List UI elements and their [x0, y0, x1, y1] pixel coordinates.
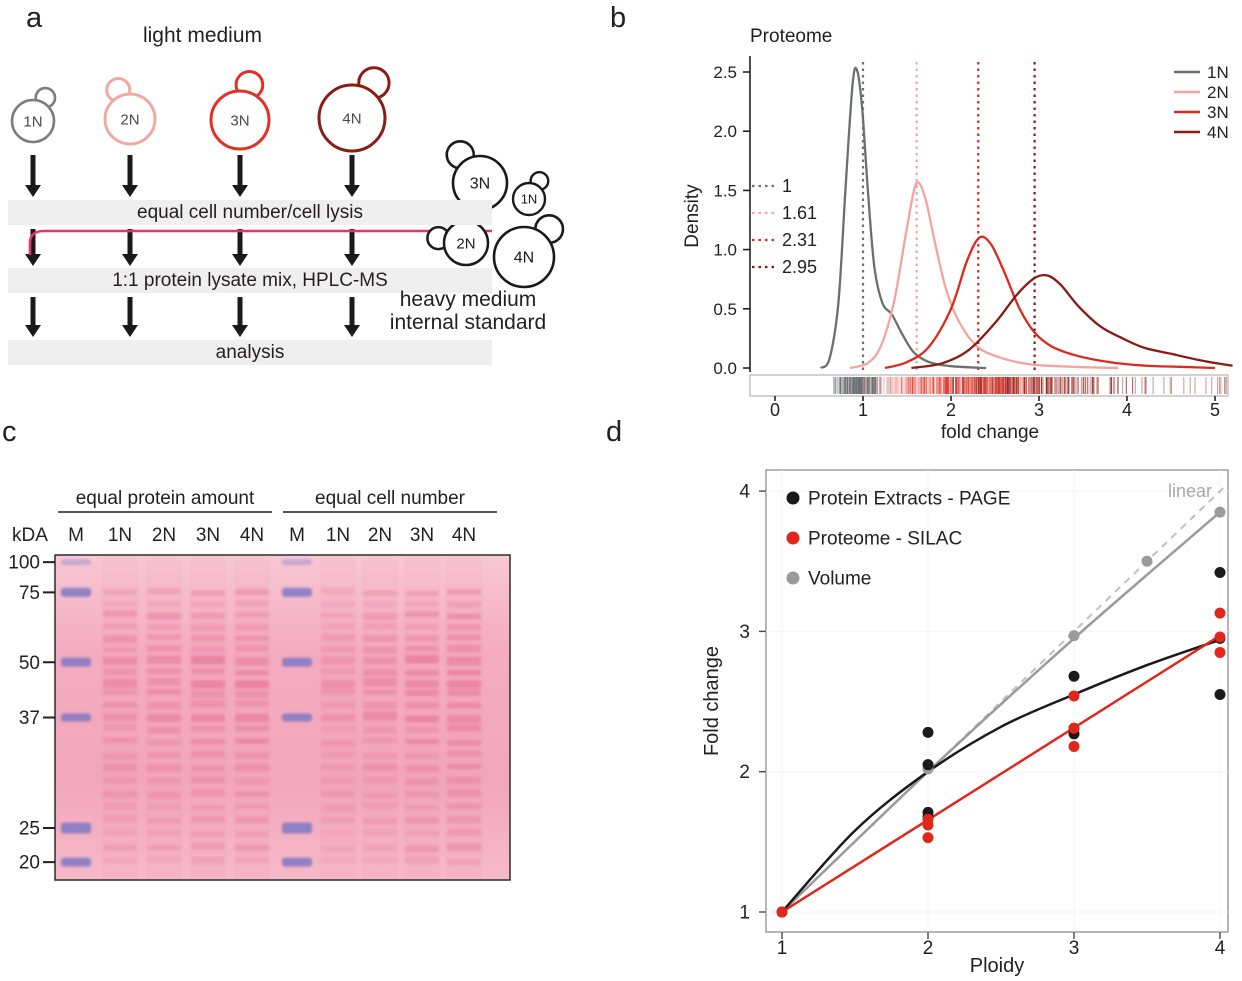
- x-tick: 2: [946, 400, 956, 420]
- marker-label-25: 25: [19, 819, 40, 840]
- panel-b-label: b: [610, 2, 627, 34]
- rug-ticks: [833, 377, 1227, 394]
- linear-annotation: linear: [1168, 481, 1212, 501]
- panel-c-gel: equal protein amount equal cell number M 1N…: [0, 470, 570, 900]
- x-tick: 3: [1034, 400, 1044, 420]
- x-tick: 4: [1215, 938, 1226, 959]
- cell-label-1N: 1N: [521, 192, 538, 207]
- lane-label-6: 1N: [326, 525, 350, 546]
- plot-panel: [765, 469, 1229, 933]
- lane-label-5: M: [289, 525, 305, 546]
- cell-label-3N: 3N: [230, 112, 249, 129]
- kda-label: kDA: [12, 525, 48, 546]
- x-tick: 1: [777, 938, 788, 959]
- scatter-chart-svg: 1 2 3 4 1 2 3 4 Fold change Ploidy linear Protein E…: [701, 469, 1229, 977]
- panel-d-scatter-chart: 1 2 3 4 1 2 3 4 Fold change Ploidy linear Protein E…: [600, 418, 1242, 981]
- marker-label-100: 100: [8, 553, 40, 574]
- fit-curve-Protein Extracts - PAGE: [781, 638, 1221, 913]
- lane-label-8: 3N: [410, 525, 434, 546]
- marker-label-37: 37: [19, 708, 40, 729]
- gel-bands: [61, 559, 481, 867]
- x-tick: 0: [770, 400, 780, 420]
- lane-label-4: 4N: [240, 525, 264, 546]
- marker-label-20: 20: [19, 853, 40, 874]
- marker-label-75: 75: [19, 583, 40, 604]
- rug-strip: [749, 374, 1229, 397]
- group-title-equal-protein: equal protein amount: [76, 488, 255, 509]
- panel-c-label: c: [2, 416, 17, 448]
- light-medium-title: light medium: [142, 24, 263, 47]
- points-Proteome - SILAC: [776, 607, 1226, 918]
- legend-label-Volume: Volume: [808, 569, 871, 590]
- step-analysis: analysis: [8, 340, 492, 365]
- vline-legend-value: 1.61: [782, 203, 817, 223]
- legend-label-2N: 2N: [1207, 83, 1229, 102]
- step-lysate-mix: 1:1 protein lysate mix, HPLC-MS: [8, 268, 492, 293]
- legend-label-4N: 4N: [1207, 123, 1229, 142]
- heavy-medium-caption-line1: heavy medium: [399, 288, 537, 311]
- x-tick: 4: [1122, 400, 1132, 420]
- cell-label-4N: 4N: [342, 110, 361, 127]
- density-curve-3N: [884, 235, 1216, 370]
- lane-label-3: 3N: [196, 525, 220, 546]
- vline-legend-value: 1: [782, 176, 792, 196]
- fit-curve-Proteome - SILAC: [781, 634, 1221, 914]
- y-tick: 0.0: [713, 359, 737, 378]
- fold-change-axis-label: Fold change: [701, 646, 723, 756]
- lane-label-0: M: [68, 525, 84, 546]
- heavy-standard-mix-line: [28, 229, 492, 255]
- ploidy-axis-label: Ploidy: [970, 955, 1024, 977]
- fold-change-axis-label: fold change: [941, 422, 1039, 443]
- vline-legend-value: 2.31: [782, 230, 817, 250]
- heavy-medium-caption-line2: internal standard: [389, 311, 547, 334]
- cell-label-2N: 2N: [456, 235, 475, 252]
- lane-label-7: 2N: [368, 525, 392, 546]
- y-tick: 2.0: [713, 122, 737, 141]
- panel-d-label: d: [606, 416, 623, 448]
- density-curve-4N: [911, 273, 1233, 370]
- marker-label-50: 50: [19, 653, 40, 674]
- y-tick: 0.5: [713, 300, 737, 319]
- legend-label-1N: 1N: [1207, 63, 1229, 82]
- cell-label-4N: 4N: [514, 250, 534, 267]
- x-tick: 1: [858, 400, 868, 420]
- lane-label-2: 2N: [152, 525, 176, 546]
- panel-b-density-chart: Proteome Density 0.0 0.5 1.0 1.5 2.0 2.5 0 1 2 3 4 5 f…: [600, 0, 1242, 445]
- x-tick: 2: [923, 938, 934, 959]
- density-axis-label: Density: [682, 184, 703, 248]
- step-cell-lysis: equal cell number/cell lysis: [8, 200, 492, 225]
- y-tick: 2.5: [713, 63, 737, 82]
- panel-a-workflow: 1N 2N 3N 4N 3N 1N 2N 4N light medium equal cell…: [0, 0, 600, 445]
- density-curve-1N: [819, 66, 987, 370]
- x-tick: 3: [1069, 938, 1080, 959]
- y-tick: 1.5: [713, 181, 737, 200]
- y-tick: 1: [739, 903, 750, 924]
- cell-label-2N: 2N: [120, 111, 139, 128]
- lane-label-1: 1N: [108, 525, 132, 546]
- heavy-medium-caption: heavy medium internal standard: [368, 288, 568, 334]
- x-tick: 5: [1210, 400, 1220, 420]
- panel-a-label: a: [26, 2, 43, 34]
- workflow-diagram-svg: 1N 2N 3N 4N 3N 1N 2N 4N: [10, 66, 565, 337]
- gel-svg: equal protein amount equal cell number M 1N…: [8, 488, 511, 881]
- y-tick: 2: [739, 762, 750, 783]
- lane-label-9: 4N: [452, 525, 476, 546]
- group-title-equal-cell: equal cell number: [315, 488, 466, 509]
- y-tick: 3: [739, 622, 750, 643]
- y-tick: 4: [739, 482, 750, 503]
- fit-curve-Volume: [781, 511, 1221, 913]
- y-tick: 1.0: [713, 241, 737, 260]
- legend-label-Protein Extracts - PAGE: Protein Extracts - PAGE: [808, 489, 1010, 510]
- cell-label-1N: 1N: [23, 113, 42, 130]
- cell-label-3N: 3N: [470, 176, 490, 193]
- proteome-title: Proteome: [750, 26, 832, 47]
- density-chart-svg: Proteome Density 0.0 0.5 1.0 1.5 2.0 2.5 0 1 2 3 4 5 f…: [682, 26, 1233, 443]
- vline-legend-value: 2.95: [782, 257, 817, 277]
- legend-label-Proteome - SILAC: Proteome - SILAC: [808, 529, 962, 550]
- legend-label-3N: 3N: [1207, 103, 1229, 122]
- density-curve-2N: [849, 181, 1119, 370]
